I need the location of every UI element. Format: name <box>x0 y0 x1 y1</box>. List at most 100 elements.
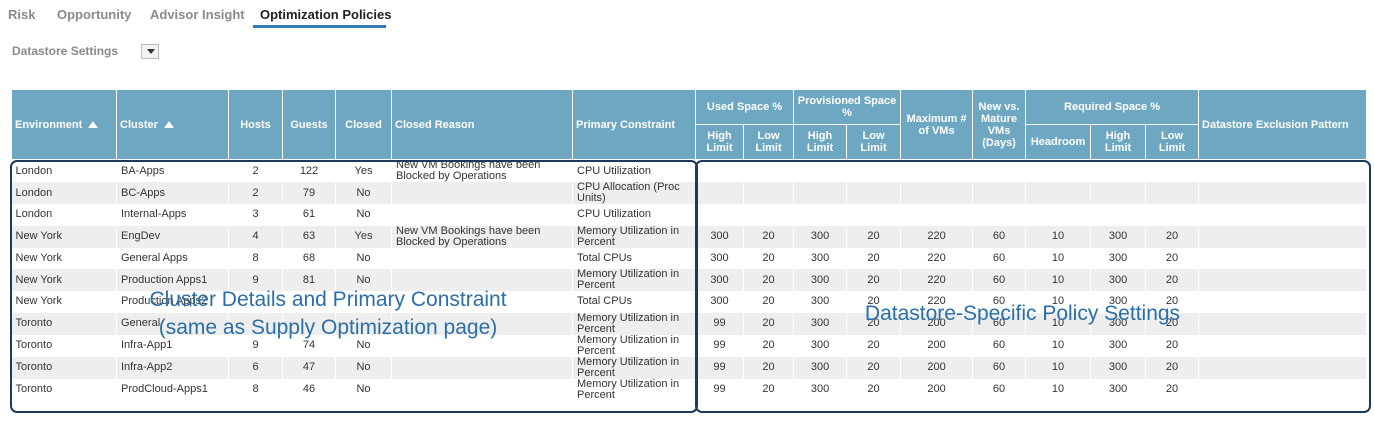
closed-reason-cell <box>391 378 573 401</box>
header-cluster[interactable]: Cluster <box>116 89 229 160</box>
header-hosts[interactable]: Hosts <box>228 89 283 160</box>
cluster-cell: General <box>116 312 229 335</box>
header-headroom[interactable]: Headroom <box>1025 124 1092 160</box>
prov-low-limit-cell: 20 <box>846 334 902 357</box>
headroom-cell <box>1025 204 1092 226</box>
new-vs-mature-cell: 60 <box>972 269 1027 291</box>
max-vms-cell <box>900 159 974 182</box>
closed-reason-cell <box>391 291 573 313</box>
header-used-low-limit[interactable]: Low Limit <box>742 124 795 160</box>
prov-low-limit-cell: 20 <box>846 312 902 335</box>
primary-constraint-cell: CPU Allocation (Proc Units) <box>572 182 696 204</box>
req-high-limit-cell: 300 <box>1090 312 1147 335</box>
used-high-limit-cell: 300 <box>695 269 744 291</box>
headroom-cell: 10 <box>1025 334 1092 357</box>
closed-reason-cell <box>391 356 573 379</box>
headroom-cell: 10 <box>1025 378 1092 401</box>
header-used-high-limit[interactable]: High Limit <box>695 124 744 160</box>
header-closed-reason[interactable]: Closed Reason <box>391 89 573 160</box>
primary-constraint-cell: Memory Utilization in Percent <box>572 334 696 357</box>
hosts-cell: 8 <box>228 378 283 401</box>
tab-advisor-insight[interactable]: Advisor Insight <box>150 7 245 22</box>
used-high-limit-cell <box>695 204 744 226</box>
prov-low-limit-cell: 20 <box>846 225 902 248</box>
req-low-limit-cell: 20 <box>1145 269 1200 291</box>
closed-cell: Yes <box>335 159 392 182</box>
guests-cell: 122 <box>282 159 336 182</box>
table-row[interactable]: Toronto Infra-App2 6 47 No Memory Utilization… <box>11 356 1368 379</box>
table-row[interactable]: Toronto ProdCloud-Apps1 8 46 No Memory Utiliz… <box>11 378 1368 401</box>
headroom-cell: 10 <box>1025 269 1092 291</box>
cluster-cell: EngDev <box>116 225 229 248</box>
tab-optimization-policies[interactable]: Optimization Policies <box>260 7 392 22</box>
header-prov-low-limit[interactable]: Low Limit <box>846 124 902 160</box>
header-primary-constraint[interactable]: Primary Constraint <box>572 89 696 160</box>
exclusion-pattern-cell <box>1198 269 1368 291</box>
cluster-cell: Infra-App1 <box>116 334 229 357</box>
table-row[interactable]: London Internal-Apps 3 61 No CPU Utilization <box>11 204 1368 226</box>
prov-low-limit-cell: 20 <box>846 247 902 269</box>
header-closed[interactable]: Closed <box>335 89 392 160</box>
chevron-down-icon <box>147 49 155 54</box>
exclusion-pattern-cell <box>1198 182 1368 204</box>
table-row[interactable]: Toronto General Memory Utilization in Perc… <box>11 312 1368 335</box>
table-row[interactable]: New York General Apps 8 68 No Total CPUs 300 20… <box>11 247 1368 269</box>
header-environment[interactable]: Environment <box>11 89 117 160</box>
header-max-vms[interactable]: Maximum # of VMs <box>900 89 974 160</box>
header-guests[interactable]: Guests <box>282 89 336 160</box>
used-low-limit-cell <box>743 204 795 226</box>
primary-constraint-cell: CPU Utilization <box>572 204 696 226</box>
guests-cell: 81 <box>282 269 336 291</box>
used-low-limit-cell: 20 <box>743 247 795 269</box>
prov-low-limit-cell: 20 <box>846 378 902 401</box>
closed-reason-cell <box>391 204 573 226</box>
header-exclusion-pattern[interactable]: Datastore Exclusion Pattern <box>1198 89 1368 160</box>
header-provisioned-space: Provisioned Space % <box>793 89 902 125</box>
exclusion-pattern-cell <box>1198 356 1368 379</box>
tab-opportunity[interactable]: Opportunity <box>57 7 132 22</box>
table-row[interactable]: New York EngDev 4 63 Yes New VM Bookings have… <box>11 225 1368 248</box>
environment-cell: Toronto <box>11 312 117 335</box>
headroom-cell <box>1025 182 1092 204</box>
req-low-limit-cell <box>1145 204 1200 226</box>
primary-constraint-cell: Memory Utilization in Percent <box>572 269 696 291</box>
closed-cell: Yes <box>335 225 392 248</box>
header-new-vs-mature[interactable]: New vs. Mature VMs (Days) <box>972 89 1027 160</box>
cluster-cell: BA-Apps <box>116 159 229 182</box>
closed-cell: No <box>335 334 392 357</box>
req-low-limit-cell <box>1145 182 1200 204</box>
sort-ascending-icon <box>163 120 174 128</box>
req-high-limit-cell: 300 <box>1090 269 1147 291</box>
table-row[interactable]: Toronto Infra-App1 9 74 No Memory Utilization… <box>11 334 1368 357</box>
cluster-cell: Production Apps2 <box>116 291 229 313</box>
cluster-cell: Infra-App2 <box>116 356 229 379</box>
datastore-settings-label: Datastore Settings <box>12 44 119 58</box>
prov-high-limit-cell: 300 <box>793 225 848 248</box>
max-vms-cell: 200 <box>900 356 974 379</box>
tab-risk[interactable]: Risk <box>8 7 36 22</box>
used-low-limit-cell <box>743 159 795 182</box>
datastore-settings-dropdown[interactable] <box>141 44 159 59</box>
table-row[interactable]: New York Production Apps2 Total CPUs 300 20 3… <box>11 291 1368 313</box>
header-req-high-limit[interactable]: High Limit <box>1090 124 1147 160</box>
table-row[interactable]: London BA-Apps 2 122 Yes New VM Bookings have… <box>11 159 1368 182</box>
guests-cell: 46 <box>282 378 336 401</box>
guests-cell: 74 <box>282 334 336 357</box>
header-required-space: Required Space % <box>1025 89 1200 125</box>
req-high-limit-cell: 300 <box>1090 378 1147 401</box>
headroom-cell: 10 <box>1025 247 1092 269</box>
header-prov-high-limit[interactable]: High Limit <box>793 124 848 160</box>
new-vs-mature-cell: 60 <box>972 356 1027 379</box>
closed-cell: No <box>335 204 392 226</box>
headroom-cell: 10 <box>1025 312 1092 335</box>
req-high-limit-cell: 300 <box>1090 291 1147 313</box>
table-row[interactable]: London BC-Apps 2 79 No CPU Allocation (Proc U… <box>11 182 1368 204</box>
prov-high-limit-cell <box>793 159 848 182</box>
guests-cell: 79 <box>282 182 336 204</box>
header-req-low-limit[interactable]: Low Limit <box>1145 124 1200 160</box>
table-row[interactable]: New York Production Apps1 9 81 No Memory Util… <box>11 269 1368 291</box>
environment-cell: Toronto <box>11 378 117 401</box>
max-vms-cell: 220 <box>900 225 974 248</box>
guests-cell: 68 <box>282 247 336 269</box>
prov-low-limit-cell <box>846 159 902 182</box>
